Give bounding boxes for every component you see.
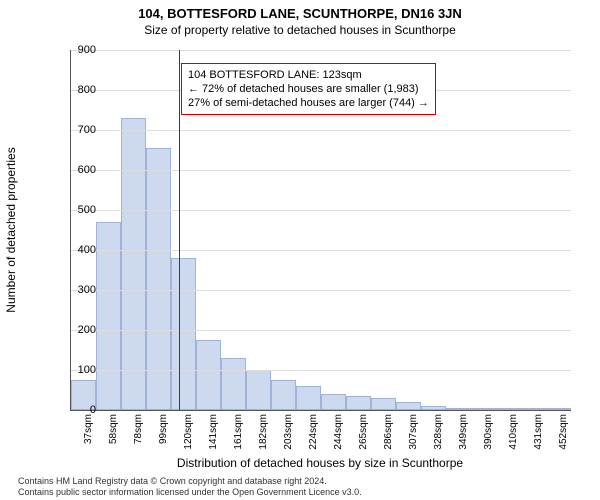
histogram-bar xyxy=(271,380,296,410)
x-tick-label: 203sqm xyxy=(283,414,294,454)
histogram-bar xyxy=(371,398,396,410)
x-tick-label: 99sqm xyxy=(158,414,169,454)
histogram-chart: 104, BOTTESFORD LANE, SCUNTHORPE, DN16 3… xyxy=(0,0,600,500)
y-tick-label: 800 xyxy=(36,84,96,96)
x-tick-label: 120sqm xyxy=(183,414,194,454)
x-tick-label: 141sqm xyxy=(208,414,219,454)
plot-area: 104 BOTTESFORD LANE: 123sqm← 72% of deta… xyxy=(70,50,571,411)
footer-line1: Contains HM Land Registry data © Crown c… xyxy=(18,476,362,487)
x-tick-label: 410sqm xyxy=(508,414,519,454)
anno-line1: 104 BOTTESFORD LANE: 123sqm xyxy=(188,68,429,82)
x-tick-label: 286sqm xyxy=(383,414,394,454)
x-tick-label: 224sqm xyxy=(308,414,319,454)
histogram-bar xyxy=(396,402,421,410)
y-tick-label: 400 xyxy=(36,244,96,256)
gridline xyxy=(71,330,571,331)
x-tick-label: 265sqm xyxy=(358,414,369,454)
x-tick-label: 349sqm xyxy=(458,414,469,454)
x-axis-label: Distribution of detached houses by size … xyxy=(70,456,570,470)
histogram-bar xyxy=(346,396,371,410)
footer-text: Contains HM Land Registry data © Crown c… xyxy=(18,476,362,498)
histogram-bar xyxy=(496,408,521,410)
y-axis-label: Number of detached properties xyxy=(4,147,18,312)
x-tick-label: 58sqm xyxy=(108,414,119,454)
chart-subtitle: Size of property relative to detached ho… xyxy=(0,21,600,37)
histogram-bar xyxy=(171,258,196,410)
histogram-bar xyxy=(471,408,496,410)
x-tick-label: 452sqm xyxy=(558,414,569,454)
x-tick-label: 182sqm xyxy=(258,414,269,454)
anno-line3: 27% of semi-detached houses are larger (… xyxy=(188,96,429,110)
y-tick-label: 700 xyxy=(36,124,96,136)
histogram-bar xyxy=(221,358,246,410)
x-tick-label: 161sqm xyxy=(233,414,244,454)
y-tick-label: 100 xyxy=(36,364,96,376)
histogram-bar xyxy=(546,408,571,410)
chart-title: 104, BOTTESFORD LANE, SCUNTHORPE, DN16 3… xyxy=(0,0,600,21)
histogram-bar xyxy=(446,408,471,410)
gridline xyxy=(71,50,571,51)
histogram-bar xyxy=(121,118,146,410)
x-tick-label: 390sqm xyxy=(483,414,494,454)
footer-line2: Contains public sector information licen… xyxy=(18,487,362,498)
y-tick-label: 300 xyxy=(36,284,96,296)
y-tick-label: 600 xyxy=(36,164,96,176)
x-tick-label: 37sqm xyxy=(83,414,94,454)
x-tick-label: 78sqm xyxy=(133,414,144,454)
y-tick-label: 900 xyxy=(36,44,96,56)
reference-line xyxy=(179,50,180,410)
gridline xyxy=(71,370,571,371)
histogram-bar xyxy=(521,408,546,410)
histogram-bar xyxy=(196,340,221,410)
histogram-bar xyxy=(246,370,271,410)
gridline xyxy=(71,250,571,251)
y-tick-label: 200 xyxy=(36,324,96,336)
histogram-bar xyxy=(421,406,446,410)
gridline xyxy=(71,130,571,131)
x-tick-label: 431sqm xyxy=(533,414,544,454)
gridline xyxy=(71,210,571,211)
x-tick-label: 244sqm xyxy=(333,414,344,454)
anno-line2: ← 72% of detached houses are smaller (1,… xyxy=(188,82,429,96)
histogram-bar xyxy=(296,386,321,410)
annotation-box: 104 BOTTESFORD LANE: 123sqm← 72% of deta… xyxy=(181,63,436,116)
x-tick-label: 328sqm xyxy=(433,414,444,454)
gridline xyxy=(71,290,571,291)
gridline xyxy=(71,170,571,171)
y-tick-label: 500 xyxy=(36,204,96,216)
x-tick-label: 307sqm xyxy=(408,414,419,454)
histogram-bar xyxy=(321,394,346,410)
